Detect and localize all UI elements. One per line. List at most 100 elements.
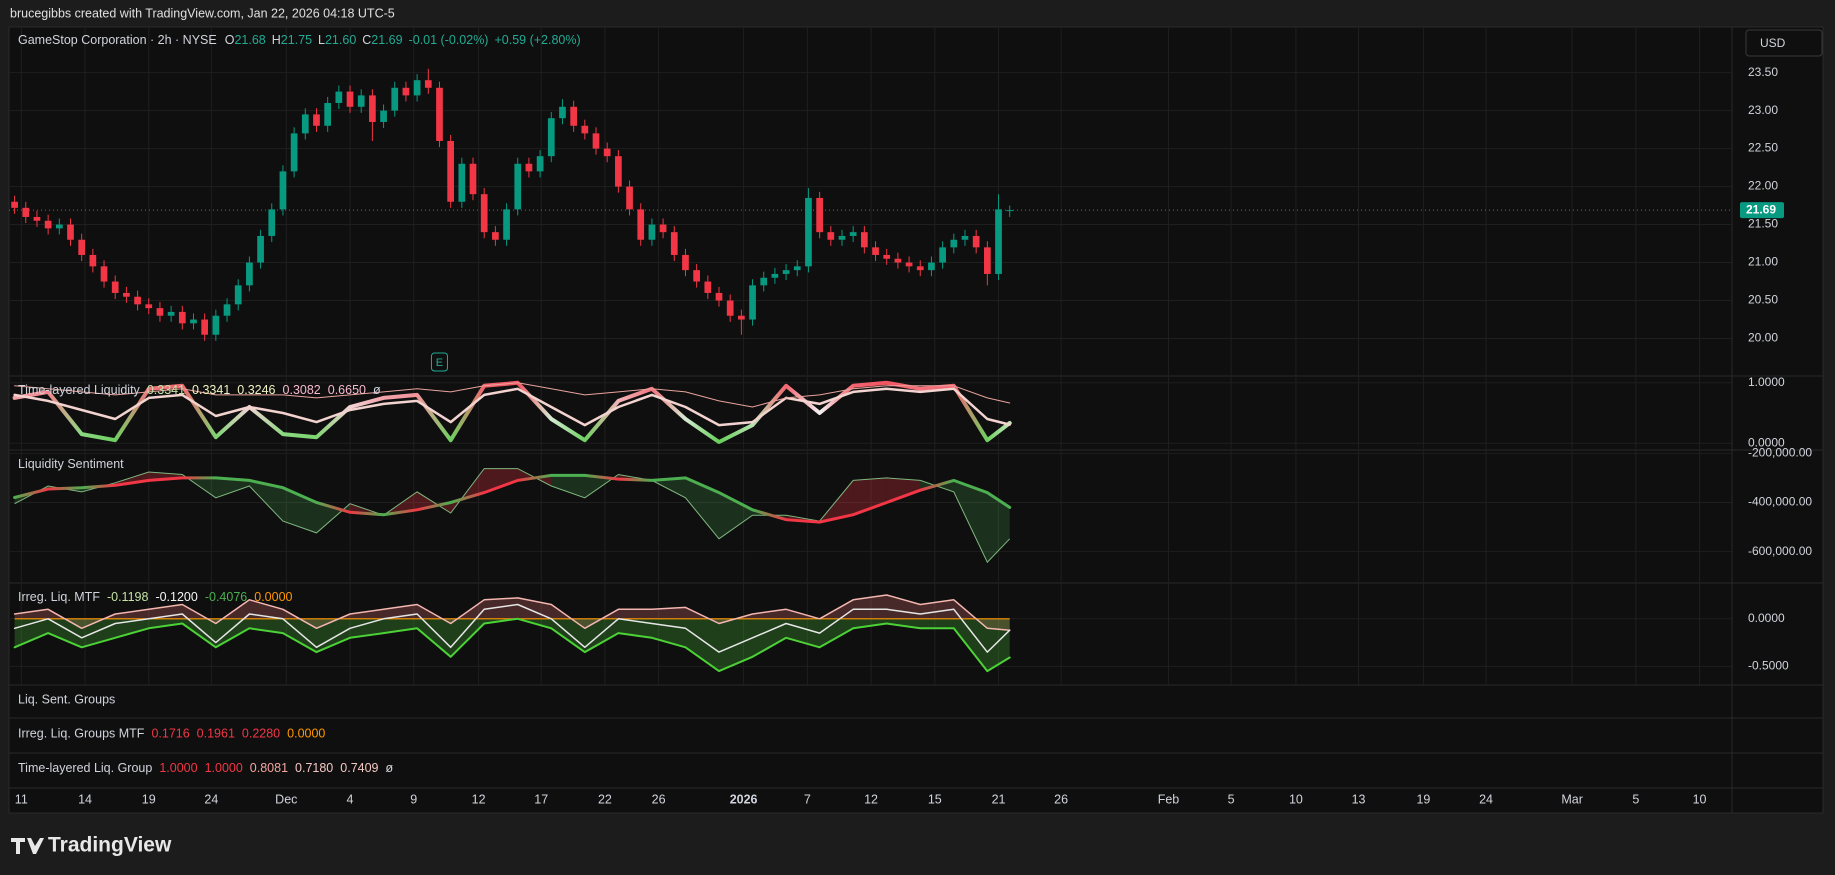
band-fill: [551, 475, 585, 498]
pane-title: Time-layered Liq. Group: [18, 761, 152, 775]
y-tick-label: 23.50: [1748, 65, 1778, 79]
band-fill: [651, 477, 686, 498]
band-fill: [115, 472, 149, 486]
fast-line: [14, 468, 1011, 564]
candle-body: [626, 186, 633, 210]
slow-line: [13, 473, 1012, 524]
y-tick-label: 23.00: [1748, 103, 1778, 117]
price-change-total: +0.59 (+2.80%): [494, 33, 580, 47]
legend-value: 0.0000: [287, 727, 325, 741]
candle-body: [670, 232, 678, 255]
candle-body: [167, 311, 175, 316]
ohlc-prefix: O: [225, 33, 235, 47]
logo-mark: [11, 838, 44, 854]
candle-body: [380, 110, 387, 122]
brand-logo: TradingView: [11, 834, 172, 857]
y-tick-label: 21.50: [1748, 217, 1778, 231]
pane-legend: Time-layered Liquidity 0.3341 0.3341 0.3246…: [18, 383, 381, 397]
legend-value: -0.1200: [155, 590, 197, 604]
legend-value: 0.3082: [283, 383, 321, 397]
x-tick-label: 2026: [730, 792, 758, 806]
candle-body: [33, 216, 41, 221]
candle-body: [704, 281, 712, 293]
candle-body: [514, 163, 522, 210]
candle-body: [100, 266, 108, 282]
pane-legend: Liq. Sent. Groups: [18, 693, 115, 707]
legend-value: -0.1198: [107, 590, 149, 604]
candle-body: [883, 254, 891, 259]
candle-body: [257, 235, 264, 263]
candle-body: [480, 194, 488, 233]
legend-value: 0.1961: [197, 727, 235, 741]
legend-value: 1.0000: [205, 761, 243, 775]
y-tick-label: -200,000.00: [1748, 446, 1812, 460]
ohlc-value: 21.60: [325, 33, 356, 47]
legend-value: 0.6650: [328, 383, 366, 397]
legend-value: 0.3341: [192, 383, 230, 397]
currency-button[interactable]: USD: [1745, 29, 1823, 57]
legend-value: 0.0000: [254, 590, 292, 604]
x-tick-label: 14: [78, 792, 92, 806]
legend-value: ø: [373, 383, 381, 397]
x-tick-label: 5: [1632, 792, 1639, 806]
legend-value: 0.3246: [237, 383, 275, 397]
candle-body: [782, 270, 790, 274]
candle-body: [55, 224, 63, 229]
ohlc-prefix: C: [362, 33, 371, 47]
x-tick-label: 22: [598, 792, 612, 806]
candle-body: [212, 315, 220, 335]
pane-title: Liquidity Sentiment: [18, 457, 124, 471]
candle-body: [279, 171, 287, 210]
chart-frame: [8, 26, 1824, 814]
ohlc-prefix: L: [318, 33, 325, 47]
candle-body: [995, 209, 1002, 274]
candle-body: [369, 95, 376, 122]
earnings-label: E: [436, 357, 443, 369]
candle-body: [771, 273, 779, 278]
candle-body: [22, 207, 30, 217]
candle-body: [838, 235, 846, 240]
x-tick-label: 26: [1054, 792, 1068, 806]
candle-body: [335, 91, 343, 103]
candle-body: [726, 300, 734, 316]
candle-body: [615, 156, 622, 187]
x-tick-label: Dec: [275, 792, 297, 806]
candle-body: [469, 163, 477, 195]
candle-body: [603, 148, 611, 157]
y-tick-label: -400,000.00: [1748, 495, 1812, 509]
candle-body: [246, 262, 253, 286]
y-tick-label: 22.50: [1748, 141, 1778, 155]
x-tick-label: Mar: [1561, 792, 1583, 806]
candle-body: [178, 311, 186, 324]
price-change: -0.01 (-0.02%): [409, 33, 489, 47]
last-price-box: [1740, 202, 1784, 219]
candle-body: [223, 304, 231, 316]
candle-body: [972, 235, 980, 248]
x-tick-label: 24: [1479, 792, 1493, 806]
y-tick-label: 1.0000: [1748, 375, 1785, 389]
y-tick-label: -0.5000: [1748, 658, 1789, 672]
x-tick-label: 26: [652, 792, 666, 806]
x-tick-label: 9: [410, 792, 417, 806]
candle-body: [44, 220, 52, 229]
candle-body: [749, 285, 756, 320]
candle-body: [111, 281, 119, 293]
candle-body: [492, 232, 499, 240]
pane-title: Liq. Sent. Groups: [18, 693, 115, 707]
candle-body: [11, 201, 18, 208]
candle-body: [872, 247, 879, 255]
band-fill: [484, 468, 518, 493]
candle-body: [637, 209, 645, 240]
candle-body: [983, 247, 991, 274]
candle-body: [123, 292, 130, 297]
x-tick-label: 12: [472, 792, 486, 806]
legend-value: 0.2280: [242, 727, 280, 741]
currency-box[interactable]: [1745, 29, 1823, 57]
currency-label[interactable]: USD: [1760, 36, 1786, 50]
legend-value: 0.7409: [340, 761, 378, 775]
candle-body: [805, 197, 812, 267]
pane-title: Irreg. Liq. MTF: [18, 590, 100, 604]
candle-body: [436, 87, 443, 141]
